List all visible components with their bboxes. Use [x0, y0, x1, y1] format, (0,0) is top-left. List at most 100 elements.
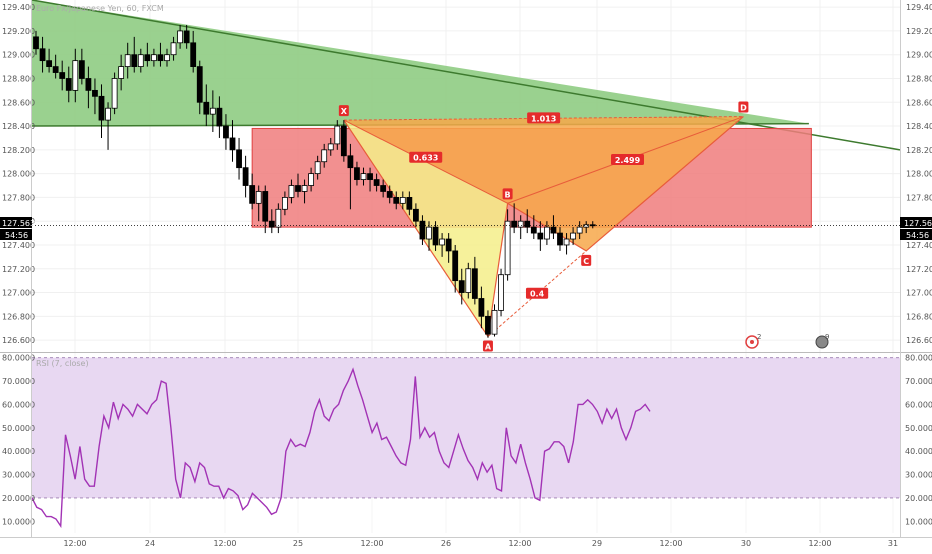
- ratio-label-box: [525, 287, 549, 299]
- chart-title: Euro Fx/Japanese Yen, 60, FXCM: [36, 4, 164, 13]
- candle-body: [471, 268, 478, 299]
- rsi-tick-label-left: 10.0000: [2, 517, 35, 526]
- candle-body: [452, 250, 459, 282]
- candle: [150, 48, 157, 67]
- candle: [537, 221, 544, 251]
- green-zone: [32, 0, 809, 127]
- point-label-text: D: [740, 104, 747, 113]
- price-tick-label: 129.200: [906, 27, 932, 36]
- candle: [203, 84, 210, 127]
- candle: [46, 48, 52, 73]
- price-tick-label: 129.400: [906, 3, 932, 12]
- candle: [288, 179, 295, 204]
- price-tick-label-left: 129.400: [2, 3, 35, 12]
- candle-body: [347, 155, 354, 169]
- candle: [498, 268, 504, 317]
- candle-body: [268, 220, 275, 228]
- candle: [249, 173, 256, 210]
- candle: [471, 256, 478, 305]
- ratio-label-xd: 1.013: [527, 112, 561, 124]
- time-tick-label: 25: [293, 539, 303, 548]
- candle: [314, 155, 321, 180]
- price-tick-label-left: 128.800: [2, 74, 35, 83]
- candle-body: [255, 191, 262, 204]
- rsi-tick-label: 70.0000: [905, 377, 932, 386]
- harmonic-bcd: [507, 116, 744, 251]
- point-label-d: D: [738, 101, 749, 113]
- candle-body: [314, 161, 321, 175]
- point-label-c: C: [581, 254, 592, 266]
- badge-flame[interactable]: 9: [815, 333, 829, 349]
- price-tag-left-box: [0, 217, 32, 228]
- candle-body: [419, 220, 426, 240]
- candle-body: [537, 232, 544, 240]
- candle: [268, 209, 275, 234]
- candle: [164, 48, 170, 67]
- rsi-tick-label: 20.0000: [905, 494, 932, 503]
- candle-body: [557, 232, 563, 246]
- candle-body: [478, 298, 485, 317]
- candle-body: [52, 66, 59, 73]
- candle: [98, 84, 105, 138]
- ratio-label-text: 0.633: [413, 154, 438, 163]
- candle: [52, 54, 59, 79]
- candle: [550, 215, 557, 240]
- candle-body: [399, 197, 406, 204]
- candle-body: [131, 54, 138, 67]
- badge-target[interactable]: 2: [745, 333, 761, 349]
- candle: [557, 227, 563, 251]
- price-pane[interactable]: 0.633 0.4 2.499 1.013 X A B C D: [32, 0, 900, 352]
- candle: [111, 72, 118, 115]
- candle-body: [583, 224, 590, 228]
- point-label-b: B: [502, 188, 513, 200]
- candle: [183, 24, 190, 49]
- candle: [334, 120, 341, 150]
- candle-body: [183, 30, 190, 44]
- trendline-upper: [32, 0, 900, 151]
- candle: [255, 185, 262, 222]
- candle: [570, 227, 576, 245]
- target-icon-dot: [750, 340, 754, 344]
- candle: [177, 24, 184, 49]
- candle: [530, 215, 537, 240]
- price-tick-label: 129.000: [906, 51, 932, 60]
- candle-body: [412, 208, 419, 222]
- candle-body: [59, 72, 66, 79]
- candle-body: [373, 179, 380, 186]
- candle-body: [327, 143, 334, 151]
- rsi-tick-label: 50.0000: [905, 424, 932, 433]
- candle-body: [445, 238, 452, 252]
- time-tick-label: 29: [592, 539, 602, 548]
- candle-body: [295, 185, 301, 192]
- candle-body: [105, 107, 111, 121]
- candle: [340, 120, 347, 162]
- candle-body: [111, 78, 118, 109]
- candle: [92, 78, 98, 115]
- candle: [563, 233, 570, 255]
- candle-body: [216, 107, 223, 127]
- point-label-box: [482, 340, 493, 352]
- candle-body: [39, 48, 46, 62]
- candle-body: [262, 191, 269, 222]
- price-tick-label: 128.400: [906, 122, 932, 131]
- price-tag-left-value: 127.563: [2, 219, 35, 228]
- candle: [78, 48, 85, 85]
- price-tick-label-left: 126.600: [2, 336, 35, 345]
- candle: [209, 90, 216, 132]
- candle-body: [308, 173, 315, 186]
- candle: [373, 173, 380, 192]
- time-tick-label: 31: [888, 539, 898, 548]
- candle-body: [170, 42, 177, 56]
- price-tick-label: 128.600: [906, 98, 932, 107]
- candle-body: [544, 226, 550, 240]
- ratio-label-text: 0.4: [530, 290, 545, 299]
- candle-body: [354, 167, 360, 180]
- candle: [124, 42, 131, 79]
- rsi-pane[interactable]: [32, 353, 900, 533]
- candle: [327, 137, 334, 156]
- candle-body: [301, 185, 308, 192]
- candle: [236, 137, 242, 180]
- candle: [524, 209, 531, 234]
